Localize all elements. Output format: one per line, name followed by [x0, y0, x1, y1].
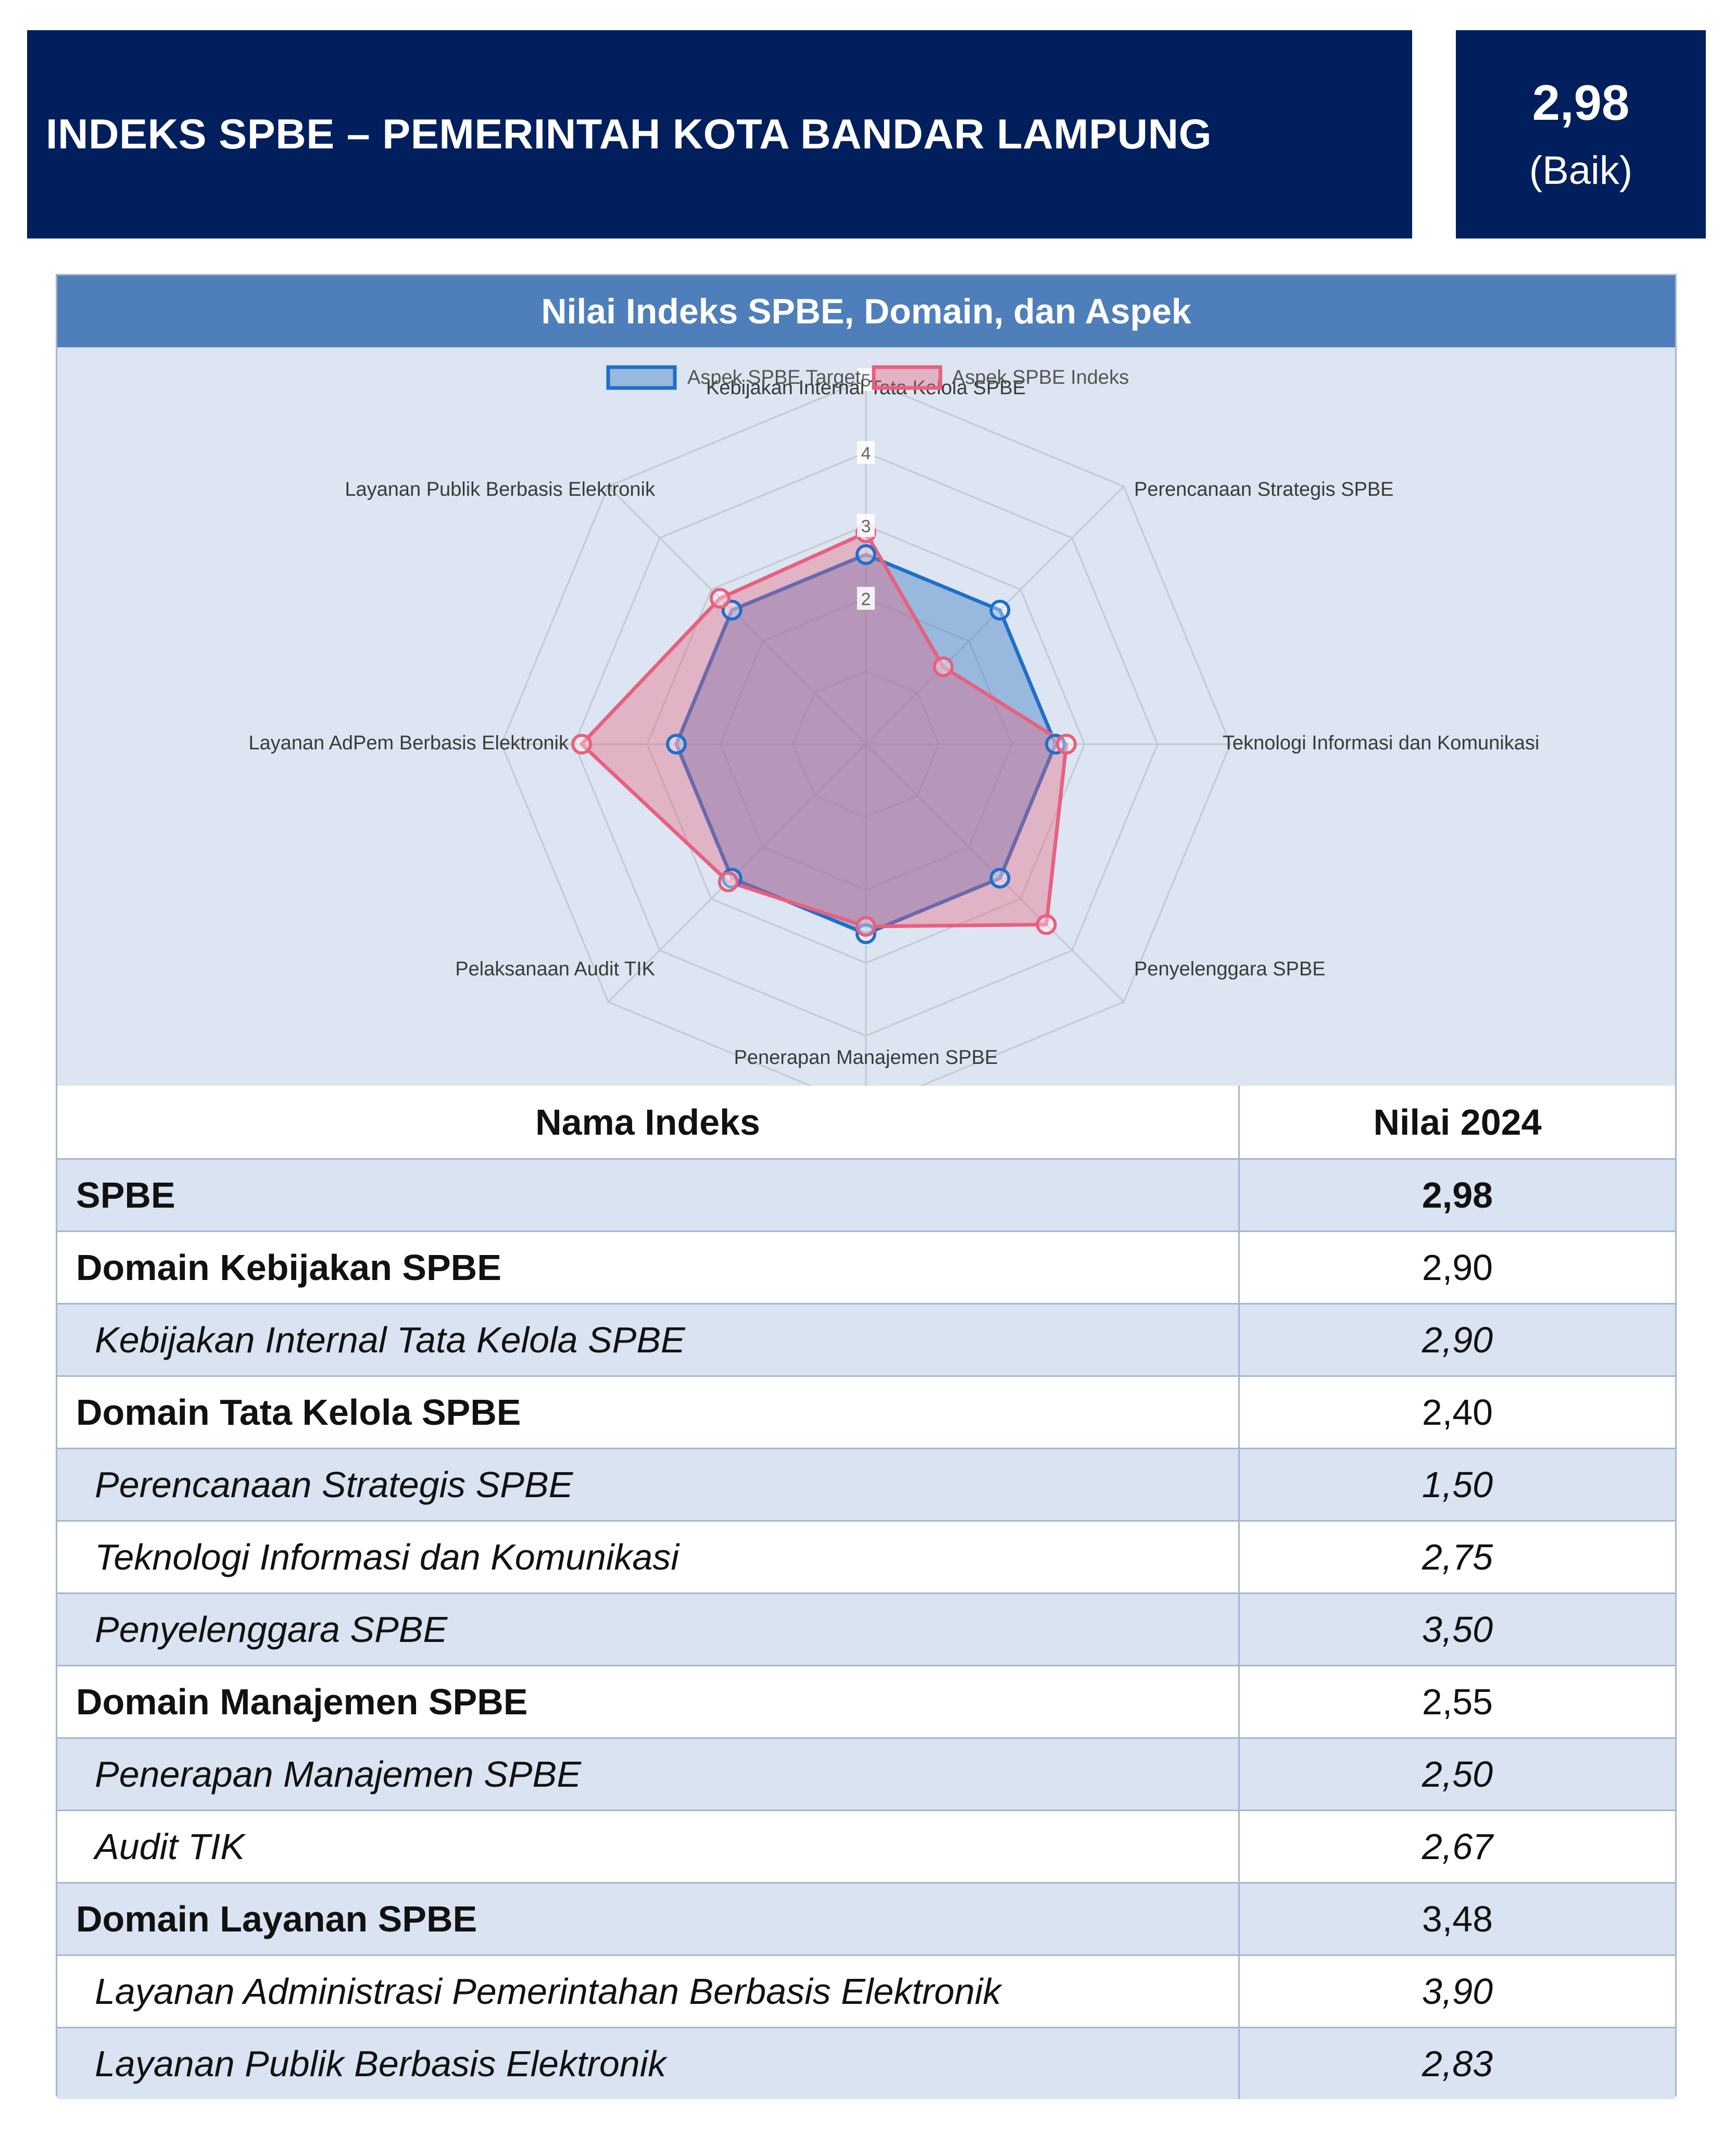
axis-label: Layanan Publik Berbasis Elektronik	[345, 479, 656, 500]
table-row: SPBE 2,98	[57, 1158, 1675, 1231]
table-row: Domain Layanan SPBE 3,48	[57, 1882, 1675, 1954]
panel-title: Nilai Indeks SPBE, Domain, dan Aspek	[57, 275, 1675, 347]
table-row: Domain Tata Kelola SPBE 2,40	[57, 1375, 1675, 1448]
data-point-target	[856, 544, 876, 565]
row-value: 3,50	[1238, 1594, 1675, 1665]
tick-label-bg	[857, 514, 875, 537]
row-name: Domain Layanan SPBE	[76, 1899, 477, 1939]
data-point-target	[989, 599, 1011, 621]
row-name: Domain Kebijakan SPBE	[76, 1247, 501, 1288]
axis-label: Penerapan Manajemen SPBE	[734, 1047, 998, 1069]
tick-label-bg	[857, 368, 875, 391]
row-value: 2,75	[1238, 1522, 1675, 1592]
table-row: Domain Manajemen SPBE 2,55	[57, 1665, 1675, 1737]
axis-label: Pelaksanaan Audit TIK	[455, 958, 655, 980]
tick-label: 4	[861, 444, 871, 463]
row-name: Domain Manajemen SPBE	[76, 1682, 528, 1722]
row-value: 2,98	[1238, 1160, 1675, 1231]
table-row: Domain Kebijakan SPBE 2,90	[57, 1231, 1675, 1303]
table-row: Penerapan Manajemen SPBE 2,50	[57, 1737, 1675, 1810]
row-name: Domain Tata Kelola SPBE	[76, 1392, 521, 1433]
score-box: 2,98 (Baik)	[1456, 30, 1706, 239]
data-point-index	[1056, 734, 1077, 755]
table-row: Penyelenggara SPBE 3,50	[57, 1592, 1675, 1665]
legend-label: Aspek SPBE Indeks	[952, 367, 1129, 388]
row-value: 1,50	[1238, 1449, 1675, 1520]
overall-score: 2,98	[1532, 75, 1630, 131]
table-row: Perencanaan Strategis SPBE 1,50	[57, 1448, 1675, 1520]
legend-swatch-target	[606, 365, 677, 390]
axis-label: Penyelenggara SPBE	[1134, 958, 1326, 980]
row-name: Penyelenggara SPBE	[95, 1609, 448, 1650]
tick-label: 3	[861, 517, 871, 536]
row-value: 2,67	[1238, 1811, 1675, 1882]
axis-label: Kebijakan Internal Tata Kelola SPBE	[706, 377, 1026, 399]
data-point-target	[666, 734, 687, 755]
row-name: Penerapan Manajemen SPBE	[95, 1754, 581, 1795]
row-value: 3,90	[1238, 1956, 1675, 2027]
row-value: 2,90	[1238, 1304, 1675, 1375]
score-category: (Baik)	[1529, 148, 1633, 193]
data-point-target	[989, 868, 1011, 889]
data-point-index	[571, 734, 592, 755]
row-value: 2,83	[1238, 2028, 1675, 2099]
axis-label: Perencanaan Strategis SPBE	[1134, 479, 1394, 500]
header-name: Nama Indeks	[535, 1101, 760, 1143]
row-value: 2,50	[1238, 1739, 1675, 1810]
index-panel: Nilai Indeks SPBE, Domain, dan Aspek 2 3 4…	[56, 274, 1677, 2099]
series-area-index	[580, 531, 1068, 929]
page-title: INDEKS SPBE – PEMERINTAH KOTA BANDAR LAM…	[46, 110, 1212, 158]
data-point-target	[721, 599, 743, 621]
legend-label: Aspek SPBE Target	[687, 367, 861, 388]
table-row: Layanan Publik Berbasis Elektronik 2,83	[57, 2027, 1675, 2099]
index-table: Nama Indeks Nilai 2024 SPBE 2,98 Domain Ke…	[57, 1086, 1675, 2099]
tick-label-bg	[857, 441, 875, 464]
tick-label: 2	[861, 589, 871, 609]
row-value: 3,48	[1238, 1884, 1675, 1954]
radar-chart-area: 2 3 4 5 Kebijakan Internal Tata Kelola SPBE P…	[57, 347, 1675, 1086]
row-value: 2,90	[1238, 1232, 1675, 1303]
axis-label: Teknologi Informasi dan Komunikasi	[1223, 732, 1539, 754]
table-row: Teknologi Informasi dan Komunikasi 2,75	[57, 1520, 1675, 1592]
data-point-index	[709, 587, 731, 609]
row-value: 2,55	[1238, 1666, 1675, 1737]
row-name: Layanan Publik Berbasis Elektronik	[95, 2043, 666, 2084]
table-header-row: Nama Indeks Nilai 2024	[57, 1086, 1675, 1158]
table-row: Audit TIK 2,67	[57, 1810, 1675, 1882]
row-value: 2,40	[1238, 1377, 1675, 1448]
row-name: SPBE	[76, 1175, 175, 1215]
data-point-index	[933, 656, 954, 677]
header-value: Nilai 2024	[1238, 1086, 1675, 1158]
header-banner: INDEKS SPBE – PEMERINTAH KOTA BANDAR LAM…	[27, 30, 1412, 239]
tick-label: 5	[861, 371, 871, 391]
legend-swatch-index	[872, 365, 942, 390]
row-name: Audit TIK	[95, 1826, 245, 1867]
data-point-index	[1036, 914, 1057, 935]
data-point-index	[856, 916, 876, 937]
data-point-index	[718, 871, 739, 893]
axis-label: Layanan AdPem Berbasis Elektronik	[248, 732, 569, 754]
row-name: Teknologi Informasi dan Komunikasi	[95, 1537, 679, 1577]
tick-label-bg	[857, 587, 875, 610]
table-row: Kebijakan Internal Tata Kelola SPBE 2,90	[57, 1303, 1675, 1375]
row-name: Perencanaan Strategis SPBE	[95, 1464, 573, 1505]
table-row: Layanan Administrasi Pemerintahan Berbas…	[57, 1954, 1675, 2027]
row-name: Layanan Administrasi Pemerintahan Berbas…	[95, 1971, 1001, 2012]
row-name: Kebijakan Internal Tata Kelola SPBE	[95, 1320, 685, 1360]
grid-ring	[500, 379, 1231, 1086]
